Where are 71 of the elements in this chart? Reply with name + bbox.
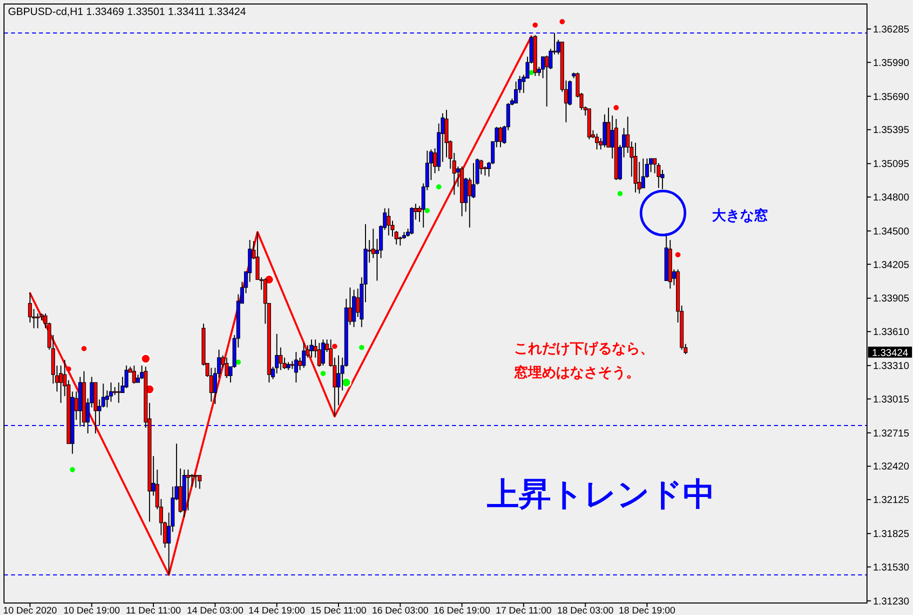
point (340, 377, 352, 388)
candlestick (186, 469, 190, 511)
candlestick (321, 339, 325, 366)
point (332, 344, 338, 349)
x-tick-label: 14 Dec 19:00 (248, 606, 306, 615)
y-tick-label: 1.31230 (873, 596, 910, 608)
y-tick-label: 1.33310 (873, 361, 910, 372)
candlestick (302, 342, 306, 368)
x-tick-label: 18 Dec 19:00 (618, 606, 676, 615)
y-tick-label: 1.35690 (873, 92, 910, 103)
candlestick (190, 474, 194, 488)
candlestick (209, 367, 214, 402)
y-tick-label: 1.34500 (873, 226, 910, 238)
chart-title: GBPUSD-cd,H1 1.33469 1.33501 1.33411 1.33424 (8, 6, 246, 18)
point (81, 346, 87, 352)
point (66, 366, 72, 372)
point (560, 19, 565, 24)
annotation: 上昇トレンド中 (486, 475, 715, 513)
candlestick (36, 313, 40, 329)
candlestick (116, 382, 121, 404)
candlestick (224, 357, 229, 378)
y-tick-label: 1.34800 (873, 192, 910, 204)
y-tick-label: 1.31825 (873, 529, 910, 540)
y-tick-label: 1.32420 (873, 462, 910, 473)
y-tick-label: 1.33610 (873, 327, 910, 338)
annotation: 窓埋めはなさそう。 (514, 364, 640, 381)
y-tick-label: 1.32715 (873, 428, 910, 440)
x-tick-label: 15 Dec 11:00 (310, 606, 366, 615)
x-tick-label: 16 Dec 19:00 (434, 606, 490, 615)
point (320, 370, 326, 376)
candlestick (386, 208, 391, 236)
point (614, 105, 619, 110)
y-tick-label: 1.33905 (873, 294, 910, 305)
candlestick (132, 365, 136, 384)
x-tick-label: 10 Dec 2020 (3, 606, 57, 615)
candlestick (317, 342, 322, 368)
point (424, 208, 430, 214)
candlestick (336, 354, 340, 406)
point (675, 252, 680, 258)
annotation: これだけ下げるなら、 (514, 341, 654, 357)
x-tick-label: 16 Dec 03:00 (372, 606, 428, 615)
x-tick-label: 14 Dec 03:00 (186, 606, 244, 615)
candlestick (310, 339, 314, 358)
x-tick-label: 10 Dec 19:00 (63, 606, 120, 615)
candlestick (595, 133, 599, 150)
candlestick (194, 474, 198, 488)
y-tick-label: 1.32125 (873, 495, 910, 506)
y-tick-label: 1.35095 (873, 159, 910, 170)
y-tick-label: 1.35395 (873, 125, 910, 136)
point (617, 191, 623, 196)
y-tick-label: 1.34205 (873, 260, 910, 271)
candlestick (602, 114, 607, 148)
text: 1.33424 (872, 348, 909, 360)
x-tick-label: 18 Dec 03:00 (557, 606, 614, 615)
x-tick-label: 17 Dec 11:00 (496, 606, 552, 615)
point (70, 467, 76, 472)
y-tick-label: 1.35990 (873, 58, 910, 69)
candlestick (278, 346, 283, 371)
candlestick (198, 474, 202, 490)
y-tick-label: 1.31530 (873, 562, 910, 574)
candlestick (498, 126, 502, 148)
candlestick (294, 351, 298, 384)
y-tick-label: 1.33015 (873, 394, 910, 406)
candlestick (124, 365, 128, 389)
point (140, 353, 151, 364)
point (532, 22, 538, 28)
y-tick-label: 1.36285 (873, 24, 910, 36)
x-tick-label: 11 Dec 11:00 (126, 606, 181, 615)
point (359, 344, 364, 350)
point (436, 184, 442, 190)
annotation: 大きな窓 (712, 207, 768, 224)
